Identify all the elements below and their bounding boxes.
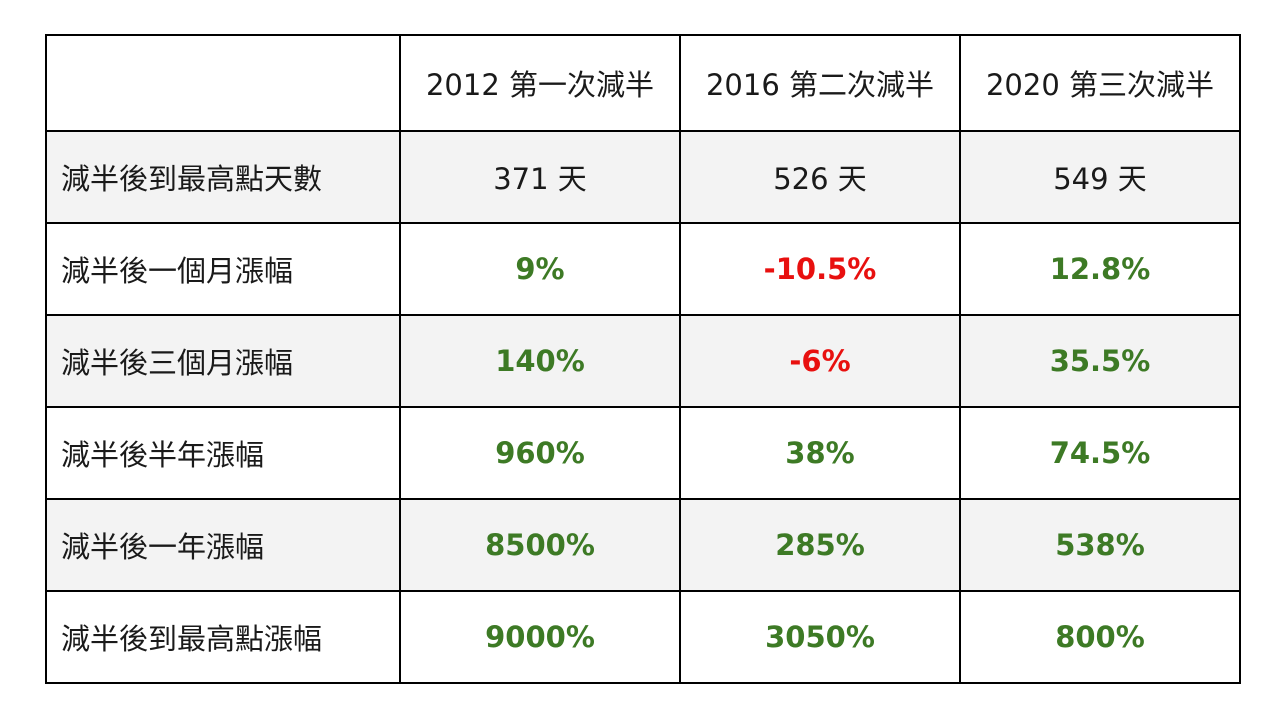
value-cell: 38% — [679, 406, 961, 500]
value-cell: 3050% — [679, 590, 961, 684]
value-cell: 538% — [959, 498, 1241, 592]
table-row: 減半後到最高點漲幅 9000% 3050% 800% — [45, 590, 1241, 684]
value-cell: 371 天 — [399, 130, 681, 224]
header-cell-2020: 2020 第三次減半 — [959, 34, 1241, 132]
value-cell: 9000% — [399, 590, 681, 684]
header-cell-2012: 2012 第一次減半 — [399, 34, 681, 132]
value-cell: 74.5% — [959, 406, 1241, 500]
row-label: 減半後一個月漲幅 — [45, 222, 401, 316]
header-row: 2012 第一次減半 2016 第二次減半 2020 第三次減半 — [45, 34, 1241, 132]
table-row: 減半後到最高點天數 371 天 526 天 549 天 — [45, 130, 1241, 224]
value-cell: 9% — [399, 222, 681, 316]
value-cell: 8500% — [399, 498, 681, 592]
value-cell: -6% — [679, 314, 961, 408]
table-row: 減半後三個月漲幅 140% -6% 35.5% — [45, 314, 1241, 408]
row-label: 減半後到最高點漲幅 — [45, 590, 401, 684]
row-label: 減半後一年漲幅 — [45, 498, 401, 592]
corner-cell — [45, 34, 401, 132]
row-label: 減半後半年漲幅 — [45, 406, 401, 500]
row-label: 減半後到最高點天數 — [45, 130, 401, 224]
table-row: 減半後半年漲幅 960% 38% 74.5% — [45, 406, 1241, 500]
value-cell: 35.5% — [959, 314, 1241, 408]
halving-comparison-table: 2012 第一次減半 2016 第二次減半 2020 第三次減半 減半後到最高點… — [45, 34, 1241, 684]
header-cell-2016: 2016 第二次減半 — [679, 34, 961, 132]
value-cell: 12.8% — [959, 222, 1241, 316]
value-cell: 549 天 — [959, 130, 1241, 224]
value-cell: 800% — [959, 590, 1241, 684]
value-cell: -10.5% — [679, 222, 961, 316]
table-row: 減半後一年漲幅 8500% 285% 538% — [45, 498, 1241, 592]
row-label: 減半後三個月漲幅 — [45, 314, 401, 408]
value-cell: 285% — [679, 498, 961, 592]
halving-comparison-table-wrap: 2012 第一次減半 2016 第二次減半 2020 第三次減半 減半後到最高點… — [45, 34, 1241, 684]
value-cell: 140% — [399, 314, 681, 408]
table-row: 減半後一個月漲幅 9% -10.5% 12.8% — [45, 222, 1241, 316]
value-cell: 526 天 — [679, 130, 961, 224]
value-cell: 960% — [399, 406, 681, 500]
